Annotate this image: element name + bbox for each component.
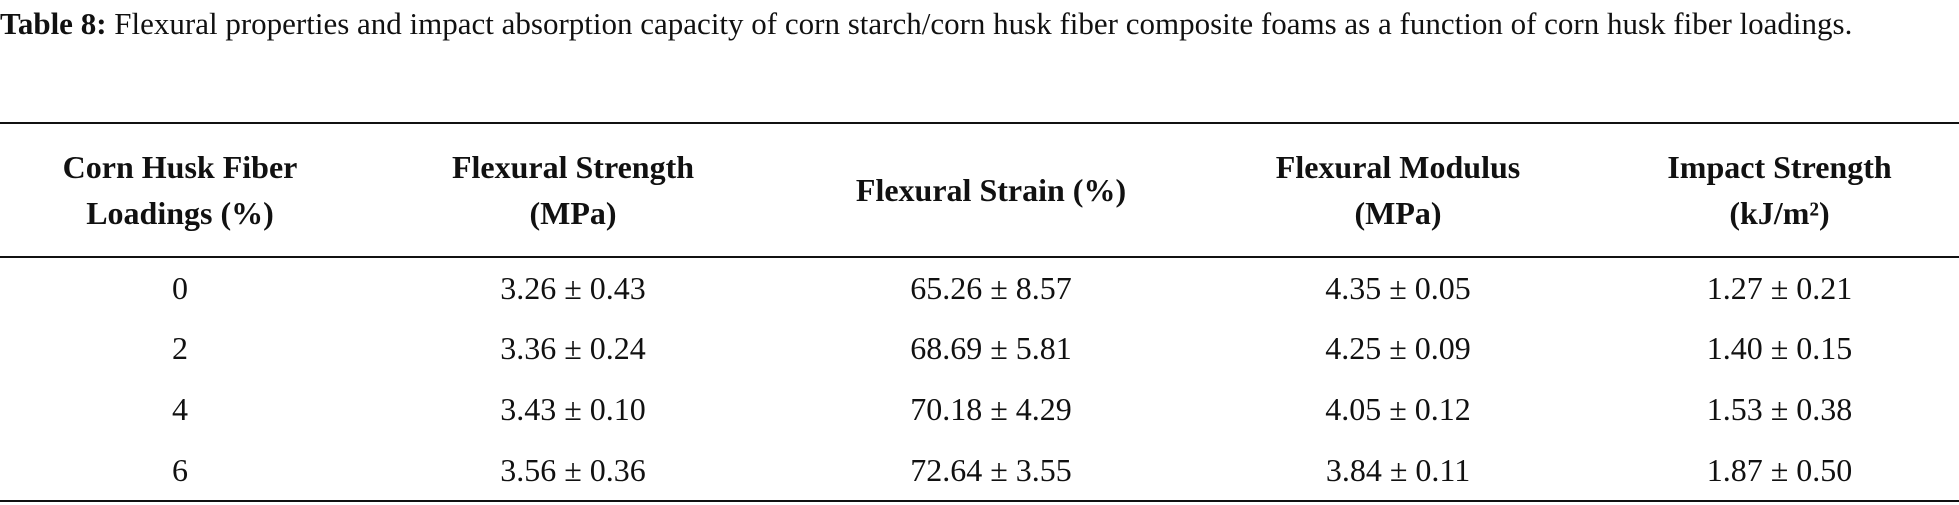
data-cell: 4.35 ± 0.05 (1325, 269, 1471, 306)
caption-text: Flexural properties and impact absorptio… (114, 6, 1853, 41)
header-line: Flexural Modulus (1275, 149, 1521, 185)
header-line: Corn Husk Fiber (62, 149, 298, 185)
header-row: Corn Husk Fiber Loadings (%) Flexural Stre… (0, 123, 1959, 257)
header-line: Loadings (%) (86, 195, 274, 231)
data-cell: 4.25 ± 0.09 (1325, 330, 1471, 366)
header-cell: Impact Strength (kJ/m²) (1600, 123, 1959, 257)
data-cell: 68.69 ± 5.81 (910, 330, 1072, 366)
header-line: (MPa) (1354, 195, 1442, 231)
data-cell: 3.84 ± 0.11 (1325, 451, 1471, 488)
header-line: Flexural Strain (%) (855, 172, 1127, 208)
data-table: Corn Husk Fiber Loadings (%) Flexural Stre… (0, 122, 1959, 502)
data-cell: 4.05 ± 0.12 (1325, 391, 1471, 427)
data-cell: 1.27 ± 0.21 (1706, 269, 1853, 306)
data-row: 2 3.36 ± 0.24 68.69 ± 5.81 4.25 ± 0.09 1.40 … (0, 318, 1959, 379)
header-cell: Corn Husk Fiber Loadings (%) (0, 123, 360, 257)
data-row: 0 3.26 ± 0.43 65.26 ± 8.57 4.35 ± 0.05 1.27 … (0, 257, 1959, 318)
data-cell: 70.18 ± 4.29 (910, 391, 1072, 427)
data-cell: 6 (172, 451, 188, 488)
caption: Table 8: Flexural properties and impact … (0, 2, 1959, 46)
header-line: Impact Strength (1667, 149, 1892, 185)
header-line: (kJ/m²) (1729, 195, 1830, 231)
header-cell: Flexural Modulus (MPa) (1196, 123, 1600, 257)
header-cell: Flexural Strain (%) (786, 123, 1196, 257)
data-row: 6 3.56 ± 0.36 72.64 ± 3.55 3.84 ± 0.11 1.87 … (0, 440, 1959, 501)
data-row: 4 3.43 ± 0.10 70.18 ± 4.29 4.05 ± 0.12 1.53 … (0, 379, 1959, 440)
data-cell: 2 (172, 330, 188, 366)
data-cell: 3.26 ± 0.43 (500, 269, 646, 306)
data-cell: 3.56 ± 0.36 (500, 451, 646, 488)
header-cell: Flexural Strength (MPa) (360, 123, 786, 257)
header-line: (MPa) (529, 195, 617, 231)
data-cell: 1.53 ± 0.38 (1706, 391, 1853, 427)
data-cell: 4 (172, 391, 188, 427)
header-line: Flexural Strength (451, 149, 695, 185)
table-body: 0 3.26 ± 0.43 65.26 ± 8.57 4.35 ± 0.05 1.27 … (0, 257, 1959, 501)
data-cell: 1.40 ± 0.15 (1706, 330, 1853, 366)
data-cell: 1.87 ± 0.50 (1706, 451, 1853, 488)
caption-label: Table 8: (0, 6, 107, 41)
data-cell: 72.64 ± 3.55 (910, 451, 1072, 488)
data-cell: 3.36 ± 0.24 (500, 330, 646, 366)
data-cell: 0 (172, 269, 188, 306)
data-cell: 3.43 ± 0.10 (500, 391, 646, 427)
data-cell: 65.26 ± 8.57 (910, 269, 1072, 306)
